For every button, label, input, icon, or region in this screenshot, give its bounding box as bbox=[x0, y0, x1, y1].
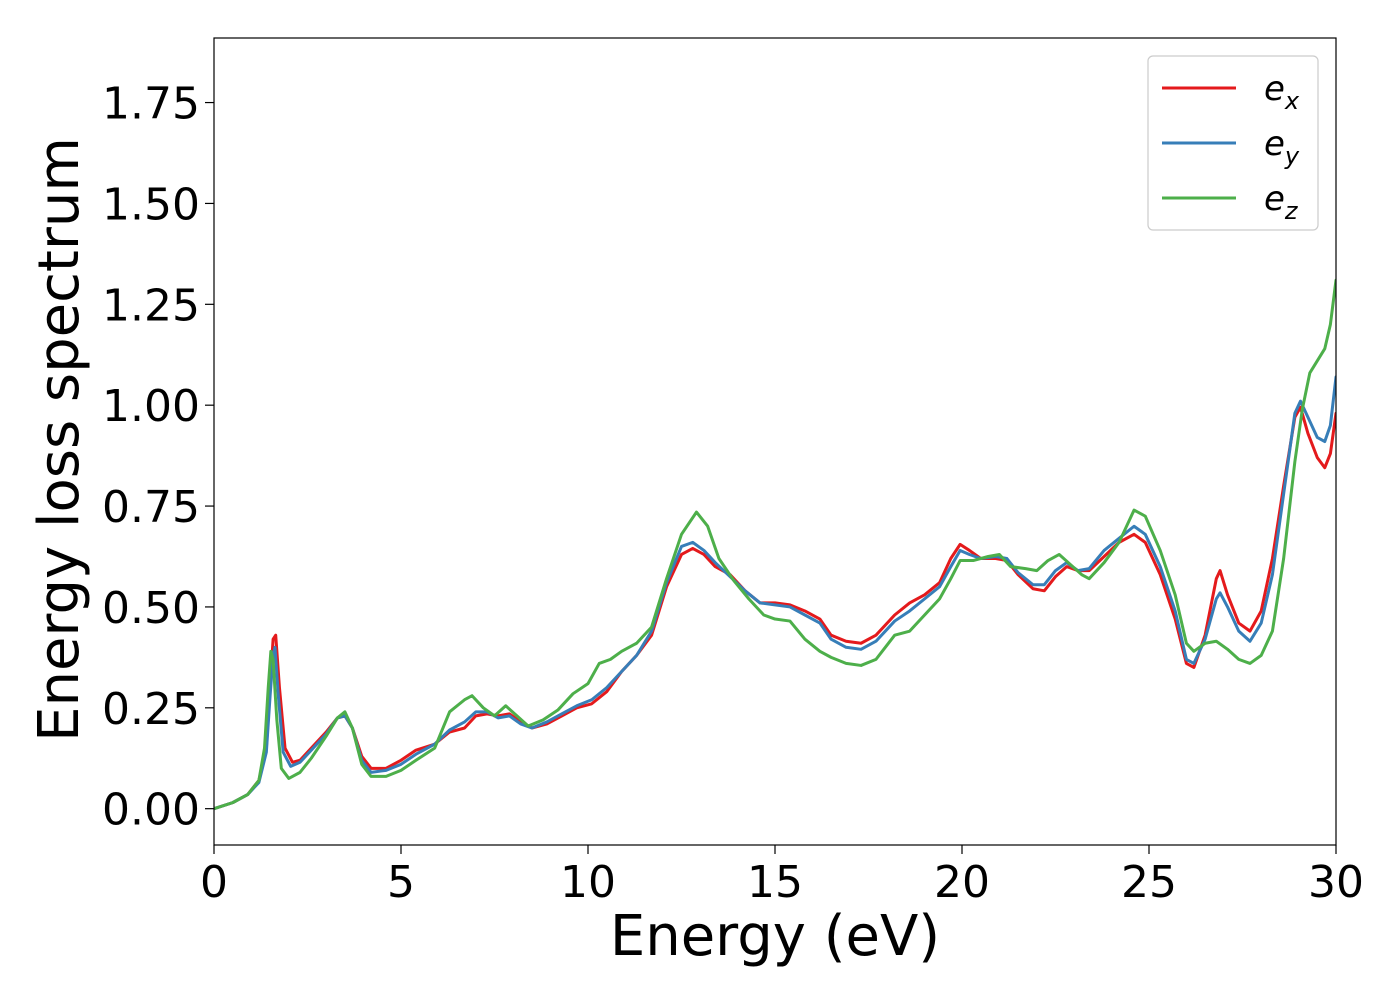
y-tick-label: 1.50 bbox=[102, 179, 200, 230]
y-tick-label: 1.25 bbox=[102, 280, 200, 331]
x-tick-label: 25 bbox=[1121, 857, 1177, 908]
legend-label-y: ey bbox=[1264, 124, 1300, 170]
x-axis-ticks: 0 5 10 15 20 25 30 bbox=[200, 845, 1364, 908]
x-tick-label: 10 bbox=[560, 857, 616, 908]
series-line-x bbox=[214, 405, 1336, 811]
y-tick-label: 1.00 bbox=[102, 381, 200, 432]
legend-label-z: ez bbox=[1264, 179, 1299, 225]
series-line-z bbox=[214, 278, 1336, 811]
series-layer bbox=[214, 278, 1336, 811]
y-tick-label: 0.50 bbox=[102, 583, 200, 634]
legend: ex ey ez bbox=[1147, 55, 1319, 231]
x-axis-label: Energy (eV) bbox=[610, 904, 940, 969]
y-axis-ticks: 0.00 0.25 0.50 0.75 1.00 1.25 1.50 1.75 bbox=[102, 79, 214, 836]
y-axis-label: Energy loss spectrum bbox=[27, 137, 92, 742]
legend-label-x: ex bbox=[1264, 69, 1300, 115]
y-tick-label: 1.75 bbox=[102, 79, 200, 130]
y-tick-label: 0.75 bbox=[102, 482, 200, 533]
x-tick-label: 5 bbox=[387, 857, 415, 908]
x-tick-label: 30 bbox=[1308, 857, 1364, 908]
series-line-y bbox=[214, 375, 1336, 811]
y-tick-label: 0.25 bbox=[102, 684, 200, 735]
x-tick-label: 0 bbox=[200, 857, 228, 908]
x-tick-label: 20 bbox=[934, 857, 990, 908]
x-tick-label: 15 bbox=[747, 857, 803, 908]
y-tick-label: 0.00 bbox=[102, 785, 200, 836]
